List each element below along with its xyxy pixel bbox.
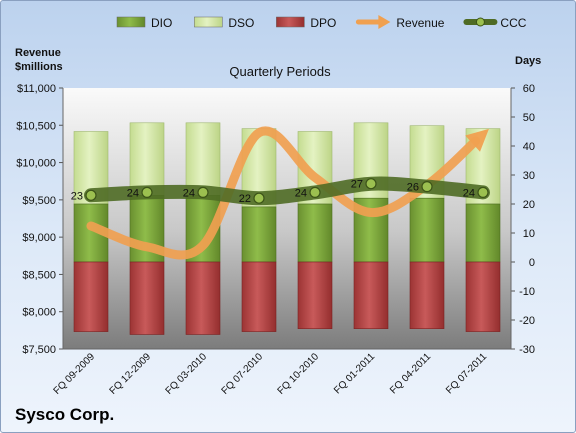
- bar-dso: [185, 122, 221, 196]
- ccc-point: [365, 178, 377, 190]
- right-axis-tick-label: -10: [519, 286, 535, 298]
- bar-dpo: [185, 261, 221, 335]
- ccc-point: [421, 181, 433, 193]
- legend-label: CCC: [500, 16, 526, 30]
- bar-dio: [465, 203, 501, 263]
- ccc-data-label: 24: [183, 187, 195, 199]
- x-axis-tick-label: FQ 07-2011: [444, 351, 489, 396]
- x-axis-tick-label: FQ 10-2010: [276, 351, 322, 397]
- left-axis-tick-label: $11,000: [17, 83, 56, 95]
- ccc-point: [477, 186, 489, 198]
- left-axis-tick-label: $10,000: [16, 158, 56, 170]
- bar-dpo: [241, 261, 277, 332]
- legend-item: Revenue: [355, 15, 445, 30]
- chart-title: Quarterly Periods: [229, 64, 331, 79]
- right-axis-title: Days: [515, 55, 541, 67]
- right-axis-tick-label: -30: [519, 344, 535, 356]
- legend-item: DSO: [194, 16, 254, 30]
- ccc-data-label: 23: [71, 190, 83, 202]
- bar-dpo: [465, 261, 501, 332]
- legend-dot: [475, 17, 485, 27]
- legend-label: DIO: [151, 16, 172, 30]
- right-axis-tick-label: 10: [523, 228, 535, 240]
- ccc-data-label: 24: [295, 187, 307, 199]
- x-axis-tick-label: FQ 07-2010: [220, 351, 266, 397]
- legend-label: DPO: [310, 16, 336, 30]
- left-axis-tick-label: $8,500: [22, 269, 56, 281]
- right-axis-tick-label: -20: [519, 315, 535, 327]
- right-axis-tick-label: 0: [529, 257, 535, 269]
- left-axis-title-line2: $millions: [15, 61, 63, 73]
- left-axis-tick-label: $9,000: [22, 232, 56, 244]
- bar-dio: [409, 197, 445, 263]
- legend-item: DPO: [276, 16, 336, 30]
- ccc-point: [85, 189, 97, 201]
- left-axis-tick-label: $7,500: [22, 344, 56, 356]
- legend: DIO DSO DPO Revenue CCC: [116, 15, 527, 30]
- legend-arrow-head: [378, 15, 391, 29]
- company-name: Sysco Corp.: [15, 405, 115, 424]
- bar-dpo: [129, 261, 165, 335]
- x-axis-tick-label: FQ 09-2009: [52, 351, 98, 397]
- bar-dio: [297, 203, 333, 263]
- ccc-data-label: 22: [239, 193, 251, 205]
- ccc-data-label: 24: [463, 187, 475, 199]
- legend-swatch: [116, 16, 146, 28]
- x-axis-tick-label: FQ 01-2011: [332, 351, 377, 396]
- ccc-data-label: 26: [407, 182, 419, 194]
- ccc-point: [309, 186, 321, 198]
- ccc-data-label: 24: [127, 187, 139, 199]
- legend-swatch: [194, 16, 223, 28]
- legend-item: CCC: [463, 16, 527, 30]
- left-axis-tick-label: $9,500: [22, 195, 56, 207]
- bar-dpo: [353, 261, 389, 329]
- bar-dso: [129, 122, 165, 196]
- bar-dpo: [297, 261, 333, 329]
- left-axis-tick-label: $10,500: [16, 120, 56, 132]
- left-axis-tick-label: $8,000: [22, 307, 56, 319]
- left-axis-title-line1: Revenue: [15, 47, 61, 59]
- ccc-point: [253, 192, 265, 204]
- right-axis-tick-label: 20: [523, 199, 535, 211]
- x-axis-tick-label: FQ 12-2009: [108, 351, 154, 397]
- ccc-point: [141, 186, 153, 198]
- ccc-data-label: 27: [351, 179, 363, 191]
- x-axis-tick-label: FQ 04-2011: [388, 351, 433, 396]
- legend-label: Revenue: [396, 16, 444, 30]
- right-axis-tick-label: 60: [523, 83, 535, 95]
- bar-dio: [241, 206, 277, 263]
- x-axis-tick-label: FQ 03-2010: [164, 351, 210, 397]
- lines-layer: 23 24 24 22 24 27 26 24: [71, 126, 490, 260]
- legend-item: DIO: [116, 16, 172, 30]
- bar-dpo: [409, 261, 445, 329]
- right-axis-tick-label: 30: [523, 170, 535, 182]
- right-axis-tick-label: 40: [523, 141, 535, 153]
- bar-dpo: [73, 261, 109, 332]
- ccc-point: [197, 186, 209, 198]
- legend-label: DSO: [228, 16, 254, 30]
- legend-swatch: [276, 16, 305, 28]
- revenue-arrowhead: [465, 128, 489, 152]
- right-axis-tick-label: 50: [523, 112, 535, 124]
